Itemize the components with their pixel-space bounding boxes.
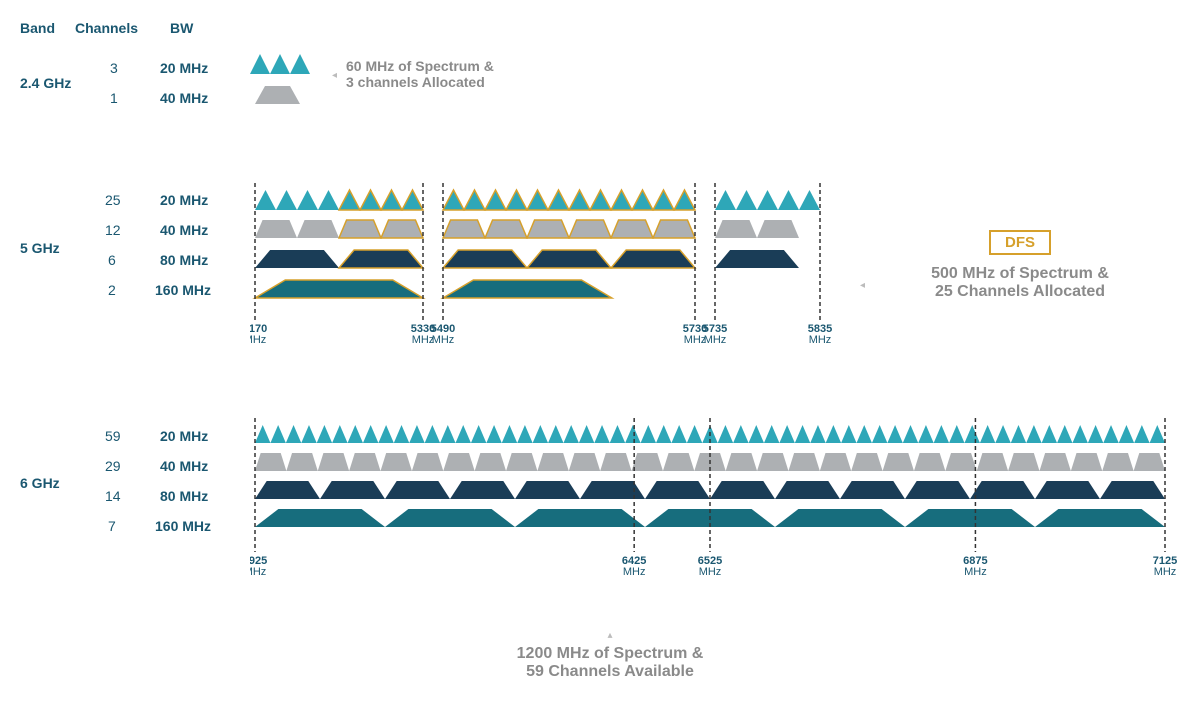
b6-r0-ch: 59 — [105, 428, 121, 444]
b24-note-l1: 60 MHz of Spectrum & — [346, 58, 494, 74]
hdr-band: Band — [20, 20, 55, 36]
dfs-badge: DFS — [989, 230, 1051, 255]
band-24-label: 2.4 GHz — [20, 75, 71, 91]
svg-text:5490MHz: 5490MHz — [431, 323, 455, 345]
b5-note-l1: 500 MHz of Spectrum & — [931, 265, 1109, 282]
b6-r2-ch: 14 — [105, 488, 121, 504]
b5-r2-bw: 80 MHz — [160, 252, 208, 268]
b5-r1-ch: 12 — [105, 222, 121, 238]
b6-r1-bw: 40 MHz — [160, 458, 208, 474]
svg-text:5170MHz: 5170MHz — [250, 323, 267, 345]
svg-text:6875MHz: 6875MHz — [963, 555, 987, 578]
svg-text:5735MHz: 5735MHz — [703, 323, 727, 345]
b6-r2-bw: 80 MHz — [160, 488, 208, 504]
b5-r1-bw: 40 MHz — [160, 222, 208, 238]
svg-text:6425MHz: 6425MHz — [622, 555, 646, 578]
b24-note: 60 MHz of Spectrum & 3 channels Allocate… — [346, 58, 494, 90]
b24-note-l2: 3 channels Allocated — [346, 74, 485, 90]
b6-note-l2: 59 Channels Available — [526, 663, 694, 680]
b5-r3-ch: 2 — [108, 282, 116, 298]
b5-note-l2: 25 Channels Allocated — [935, 283, 1105, 300]
b5-r0-bw: 20 MHz — [160, 192, 208, 208]
b5-note-wrap: DFS 500 MHz of Spectrum & 25 Channels Al… — [890, 230, 1150, 301]
band-5-label: 5 GHz — [20, 240, 60, 256]
b5-caret: ◂ — [860, 280, 865, 291]
b6-r3-ch: 7 — [108, 518, 116, 534]
svg-text:7125MHz: 7125MHz — [1153, 555, 1177, 578]
b24-caret: ◂ — [332, 70, 337, 81]
svg-text:5925MHz: 5925MHz — [250, 555, 267, 578]
hdr-bw: BW — [170, 20, 193, 36]
b24-r1-bw: 40 MHz — [160, 90, 208, 106]
b6-caret: ▴ — [607, 630, 612, 641]
band-6-label: 6 GHz — [20, 475, 60, 491]
b24-chart — [250, 52, 330, 112]
b5-r0-ch: 25 — [105, 192, 121, 208]
b6-r3-bw: 160 MHz — [155, 518, 211, 534]
b6-chart: 5925MHz 6425MHz 6525MHz 6875MHz 7125MHz — [250, 410, 1180, 585]
b5-r3-bw: 160 MHz — [155, 282, 211, 298]
b6-r0-bw: 20 MHz — [160, 428, 208, 444]
b24-r1-ch: 1 — [110, 90, 118, 106]
spectrum-diagram: Band Channels BW 2.4 GHz 3 20 MHz 1 40 M… — [20, 20, 1180, 690]
b6-note-wrap: ▴ 1200 MHz of Spectrum & 59 Channels Ava… — [480, 625, 740, 681]
hdr-channels: Channels — [75, 20, 138, 36]
svg-text:5835MHz: 5835MHz — [808, 323, 832, 345]
b24-r0-ch: 3 — [110, 60, 118, 76]
b5-r2-ch: 6 — [108, 252, 116, 268]
b24-r0-bw: 20 MHz — [160, 60, 208, 76]
b5-chart: 5170MHz5330MHz5490MHz5730MHz5735MHz5835M… — [250, 175, 870, 345]
b6-note-l1: 1200 MHz of Spectrum & — [517, 645, 704, 662]
svg-text:6525MHz: 6525MHz — [698, 555, 722, 578]
b6-r1-ch: 29 — [105, 458, 121, 474]
